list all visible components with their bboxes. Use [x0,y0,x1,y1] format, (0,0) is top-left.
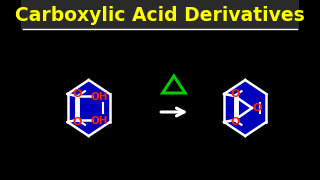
Text: O: O [252,103,262,113]
Text: O: O [73,117,82,127]
Text: OH: OH [90,116,108,126]
Bar [21,0,299,30]
Text: O: O [231,117,240,127]
Polygon shape [68,80,110,136]
Text: O: O [231,89,240,99]
Text: OH: OH [90,92,108,102]
Polygon shape [224,80,266,136]
Text: Carboxylic Acid Derivatives: Carboxylic Acid Derivatives [15,6,305,24]
Text: O: O [73,89,82,99]
